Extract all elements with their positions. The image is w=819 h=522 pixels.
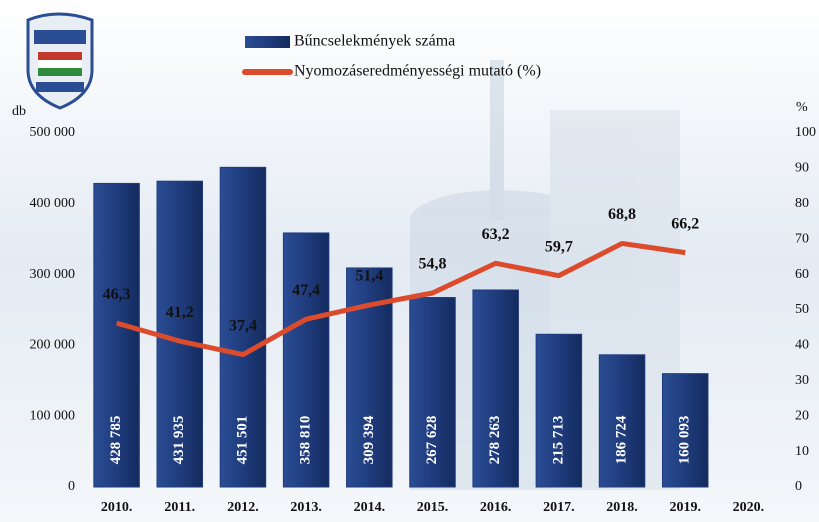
y-tick-label: 400 000 — [30, 196, 76, 211]
line-value-label: 59,7 — [545, 238, 573, 255]
y2-tick-label: 100 — [795, 125, 816, 140]
y2-tick-label: 10 — [795, 444, 809, 459]
bar-value-label: 267 628 — [424, 416, 440, 465]
y2-axis-label: % — [796, 100, 808, 115]
bar-value-label: 186 724 — [613, 415, 629, 464]
bar — [598, 354, 646, 488]
bar-value-label: 451 501 — [234, 416, 250, 465]
line-value-label: 66,2 — [671, 215, 699, 232]
line-value-label: 63,2 — [482, 226, 510, 243]
bar-value-label: 278 263 — [487, 416, 503, 465]
bar-value-label: 431 935 — [171, 416, 187, 465]
bar — [93, 182, 140, 488]
x-tick-label: 2014. — [354, 500, 386, 515]
bar-value-label: 358 810 — [298, 416, 314, 465]
y2-tick-label: 40 — [795, 338, 809, 353]
line-value-label: 41,2 — [166, 304, 194, 321]
x-tick-label: 2013. — [290, 500, 322, 515]
x-tick-label: 2012. — [227, 500, 259, 515]
x-tick-label: 2015. — [417, 500, 449, 515]
line-value-label: 51,4 — [355, 268, 383, 285]
bar — [156, 180, 204, 488]
line-value-label: 68,8 — [608, 206, 636, 223]
bar-value-label: 215 713 — [550, 416, 566, 465]
bar — [535, 333, 583, 488]
line-value-label: 54,8 — [419, 256, 447, 273]
y2-tick-label: 80 — [795, 196, 809, 211]
bar — [282, 232, 330, 488]
line-value-label: 47,4 — [292, 282, 320, 299]
y2-tick-label: 60 — [795, 267, 809, 282]
x-tick-label: 2017. — [543, 500, 575, 515]
y2-tick-label: 20 — [795, 408, 809, 423]
legend-swatch — [245, 36, 290, 48]
legend-label: Bűncselekmények száma — [294, 33, 455, 50]
bar — [472, 289, 519, 488]
x-tick-label: 2019. — [669, 500, 701, 515]
y2-tick-label: 90 — [795, 161, 809, 176]
y-tick-label: 200 000 — [30, 338, 76, 353]
logo — [26, 12, 94, 110]
y2-tick-label: 50 — [795, 302, 809, 317]
legend-label: Nyomozáseredményességi mutató (%) — [294, 63, 541, 80]
y-tick-label: 0 — [68, 479, 75, 494]
x-tick-label: 2018. — [606, 500, 638, 515]
bar — [409, 297, 456, 488]
bar-value-label: 309 394 — [361, 415, 377, 464]
y-tick-label: 500 000 — [30, 125, 76, 140]
y2-tick-label: 70 — [795, 231, 809, 246]
y-tick-label: 100 000 — [30, 408, 76, 423]
bar — [661, 373, 709, 488]
x-tick-label: 2016. — [480, 500, 512, 515]
x-tick-label: 2020. — [733, 500, 765, 515]
line-value-label: 46,3 — [103, 286, 131, 303]
y2-tick-label: 0 — [795, 479, 802, 494]
y-axis-label: db — [12, 104, 26, 119]
line-value-label: 37,4 — [229, 317, 257, 334]
x-tick-label: 2011. — [164, 500, 195, 515]
bar-value-label: 160 093 — [677, 416, 693, 465]
line — [115, 240, 686, 358]
bar-value-label: 428 785 — [108, 416, 124, 465]
y2-tick-label: 30 — [795, 373, 809, 388]
y-tick-label: 300 000 — [30, 267, 76, 282]
x-tick-label: 2010. — [101, 500, 133, 515]
bar — [219, 166, 267, 488]
